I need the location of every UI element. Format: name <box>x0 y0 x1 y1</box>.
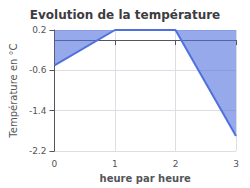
svg-text:3: 3 <box>233 159 239 169</box>
svg-text:2: 2 <box>173 159 179 169</box>
svg-text:Température en °C: Température en °C <box>8 43 19 138</box>
svg-text:1: 1 <box>112 159 118 169</box>
svg-text:0: 0 <box>52 159 58 169</box>
svg-text:-2.2: -2.2 <box>29 146 47 156</box>
svg-text:Evolution de la température: Evolution de la température <box>30 8 221 22</box>
svg-text:0.2: 0.2 <box>32 25 46 35</box>
svg-text:-0.6: -0.6 <box>29 65 47 75</box>
svg-text:heure par heure: heure par heure <box>100 173 191 184</box>
svg-text:-1.4: -1.4 <box>29 106 47 116</box>
